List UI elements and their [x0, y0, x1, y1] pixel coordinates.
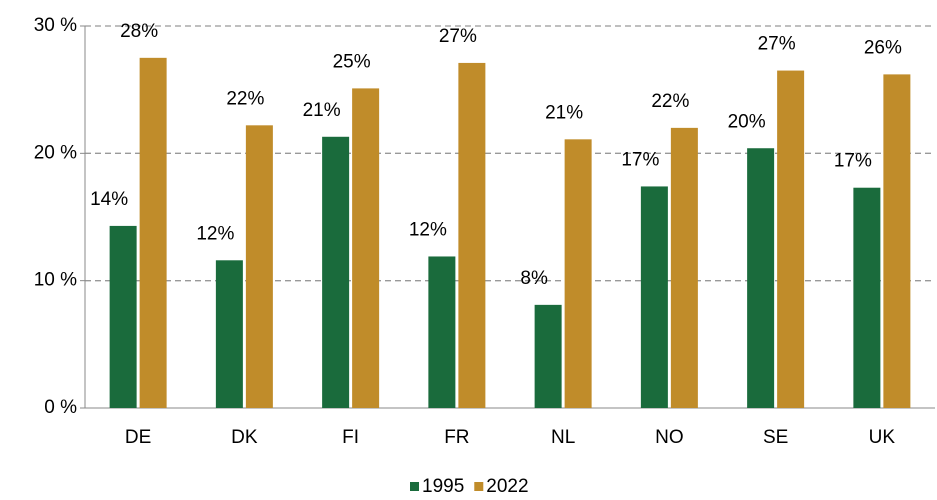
value-label: 21% — [545, 102, 583, 123]
value-label: 17% — [834, 151, 872, 172]
value-label: 21% — [303, 100, 341, 121]
value-label: 17% — [621, 149, 659, 170]
x-tick-label: SE — [763, 427, 788, 448]
bar — [777, 70, 805, 409]
value-label: 14% — [90, 189, 128, 210]
bar — [245, 125, 273, 408]
bar — [139, 57, 167, 408]
x-tick-label: FI — [342, 427, 359, 448]
legend-label: 2022 — [486, 476, 528, 495]
y-tick-label: 0 % — [44, 397, 77, 418]
bar — [747, 148, 775, 409]
x-tick-label: UK — [869, 427, 896, 448]
value-label: 8% — [520, 268, 548, 289]
bar — [109, 225, 137, 408]
bar — [853, 187, 881, 408]
value-label: 27% — [439, 26, 477, 47]
bar — [458, 62, 486, 408]
x-tick-label: NO — [655, 427, 684, 448]
bar — [640, 186, 668, 408]
value-label: 12% — [409, 219, 447, 240]
x-tick-label: DE — [125, 427, 151, 448]
y-tick-label: 30 % — [34, 15, 77, 36]
bar — [564, 139, 592, 408]
legend-label: 1995 — [422, 476, 464, 495]
x-tick-label: DK — [231, 427, 258, 448]
value-label: 22% — [226, 88, 264, 109]
bar — [428, 256, 456, 408]
value-label: 28% — [120, 21, 158, 42]
x-tick-label: NL — [551, 427, 575, 448]
y-tick-label: 20 % — [34, 142, 77, 163]
bar — [670, 127, 698, 408]
legend-swatch — [410, 482, 419, 491]
bar — [322, 136, 350, 408]
bar — [215, 260, 243, 408]
value-label: 25% — [333, 51, 371, 72]
bar — [352, 88, 380, 408]
value-label: 27% — [758, 34, 796, 55]
value-label: 22% — [651, 91, 689, 112]
value-label: 20% — [728, 111, 766, 132]
value-label: 26% — [864, 37, 902, 58]
y-tick-label: 10 % — [34, 270, 77, 291]
x-tick-label: FR — [444, 427, 469, 448]
bar — [883, 74, 911, 409]
bar — [534, 304, 562, 408]
value-label: 12% — [196, 223, 234, 244]
legend-swatch — [474, 482, 484, 491]
